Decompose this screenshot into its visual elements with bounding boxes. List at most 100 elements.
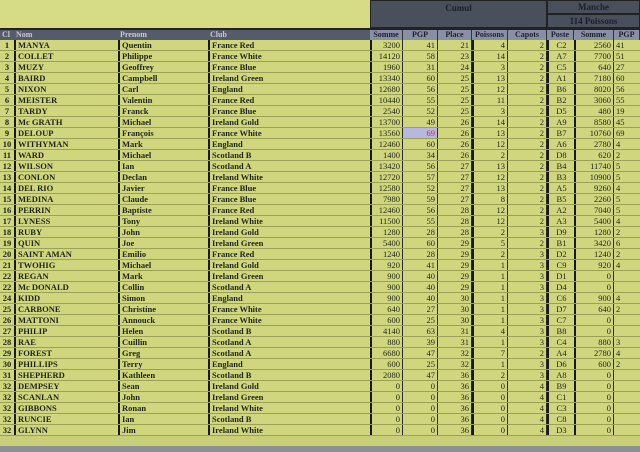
cell-cumul-poissons: 3 xyxy=(472,106,508,116)
cell-cumul-capots: 2 xyxy=(508,106,547,116)
title-area xyxy=(0,0,370,28)
cell-cumul-pgp: 47 xyxy=(403,370,438,380)
cell-rank: 4 xyxy=(4,73,10,83)
cell-nom: MUZY xyxy=(14,62,118,72)
cell-cumul-pgp: 59 xyxy=(403,194,438,204)
cell-cumul-place: 31 xyxy=(438,326,472,336)
cell-cumul-place: 24 xyxy=(438,62,472,72)
cell-cumul-capots: 4 xyxy=(508,403,547,413)
cell-cumul-capots: 2 xyxy=(508,161,547,171)
cell-rank: 15 xyxy=(2,194,12,204)
table-row: 8 Mc GRATH Michael Ireland Gold 13700 49 26 14 2… xyxy=(0,117,640,128)
cell-cumul-place: 25 xyxy=(438,106,472,116)
cell-manche-poste: C1 xyxy=(547,392,574,402)
cell-cumul-somme: 640 xyxy=(370,304,403,314)
cell-manche-pgp xyxy=(614,425,640,435)
cell-cumul-poissons: 12 xyxy=(472,205,508,215)
cell-cumul-somme: 900 xyxy=(370,293,403,303)
cell-manche-somme: 2260 xyxy=(574,194,614,204)
cell-cumul-place: 30 xyxy=(438,293,472,303)
cell-manche-somme: 620 xyxy=(574,150,614,160)
cell-rank: 7 xyxy=(4,106,10,116)
table-row: 32 RUNCIE Ian Scotland B 0 0 36 0 4 C8 0 xyxy=(0,414,640,425)
cell-manche-poste: B8 xyxy=(547,326,574,336)
cell-prenom: Claude xyxy=(118,194,208,204)
cell-manche-poste: D6 xyxy=(547,359,574,369)
cell-manche-somme: 3060 xyxy=(574,95,614,105)
cell-manche-pgp: 4 xyxy=(616,216,621,226)
cell-cumul-capots: 2 xyxy=(508,95,547,105)
cell-manche-poste: A1 xyxy=(547,73,574,83)
cell-cumul-capots: 2 xyxy=(508,139,547,149)
cell-manche-somme: 5400 xyxy=(574,216,614,226)
table-row: 19 QUIN Joe Ireland Green 5400 60 29 5 2 B1 3420 6 xyxy=(0,238,640,249)
cell-manche-poste: D9 xyxy=(547,227,574,237)
table-row: 32 SCANLAN John Ireland Green 0 0 36 0 4 C1 0 xyxy=(0,392,640,403)
column-header-nom: Nom xyxy=(16,30,33,39)
cell-cumul-poissons: 0 xyxy=(472,403,508,413)
cell-nom: RUNCIE xyxy=(14,414,118,424)
cell-manche-somme: 0 xyxy=(574,392,614,402)
cell-cumul-poissons: 4 xyxy=(472,326,508,336)
cell-rank: 25 xyxy=(2,304,12,314)
table-row: 11 WARD Michael Scotland B 1400 34 26 2 2 D8 620 2 xyxy=(0,150,640,161)
cell-manche-pgp: 5 xyxy=(616,205,621,215)
cell-cumul-place: 26 xyxy=(438,139,472,149)
table-row: 22 Mc DONALD Collin Scotland A 900 40 29 1 3 D4 0 xyxy=(0,282,640,293)
cell-cumul-somme: 4140 xyxy=(370,326,403,336)
cell-cumul-capots: 2 xyxy=(508,51,547,61)
group-header-cumul: Cumul xyxy=(370,0,547,28)
cell-cumul-somme: 900 xyxy=(370,271,403,281)
cell-manche-pgp xyxy=(614,403,640,413)
cell-cumul-pgp: 27 xyxy=(403,304,438,314)
cell-cumul-somme: 6680 xyxy=(370,348,403,358)
cell-cumul-poissons: 1 xyxy=(472,293,508,303)
cell-cumul-poissons: 7 xyxy=(472,348,508,358)
cell-manche-somme: 600 xyxy=(574,359,614,369)
cell-manche-somme: 0 xyxy=(574,315,614,325)
cell-manche-somme: 7700 xyxy=(574,51,614,61)
cell-prenom: Javier xyxy=(118,183,208,193)
table-row: 27 PHILIP Helen Scotland B 4140 63 31 4 3 B8 0 xyxy=(0,326,640,337)
cell-prenom: Sean xyxy=(118,381,208,391)
table-row: 32 DEMPSEY Sean Ireland Gold 0 0 36 0 4 B9 0 xyxy=(0,381,640,392)
cell-nom: QUIN xyxy=(14,238,118,248)
cell-cumul-capots: 4 xyxy=(508,381,547,391)
cell-rank: 6 xyxy=(4,95,10,105)
cell-manche-poste: D4 xyxy=(547,282,574,292)
cell-cumul-capots: 3 xyxy=(508,282,547,292)
cell-manche-poste: A6 xyxy=(547,139,574,149)
cell-club: France White xyxy=(208,51,370,61)
cell-manche-somme: 1280 xyxy=(574,227,614,237)
table-row: 32 GLYNN Jim Ireland White 0 0 36 0 4 D3 0 xyxy=(0,425,640,436)
cell-cumul-capots: 2 xyxy=(508,128,547,138)
cell-cumul-somme: 11500 xyxy=(370,216,403,226)
cell-cumul-place: 28 xyxy=(438,205,472,215)
cell-cumul-pgp: 40 xyxy=(403,271,438,281)
table-row: 22 REGAN Mark Ireland Green 900 40 29 1 3 D1 0 xyxy=(0,271,640,282)
cell-cumul-capots: 2 xyxy=(508,117,547,127)
cell-rank: 32 xyxy=(2,392,12,402)
cell-cumul-capots: 2 xyxy=(508,73,547,83)
cell-manche-poste: A4 xyxy=(547,348,574,358)
cell-cumul-pgp: 0 xyxy=(403,381,438,391)
cell-manche-pgp: 60 xyxy=(616,73,625,83)
cell-manche-pgp: 6 xyxy=(616,238,621,248)
cell-cumul-somme: 12720 xyxy=(370,172,403,182)
cell-cumul-poissons: 4 xyxy=(472,40,508,50)
cell-cumul-place: 23 xyxy=(438,51,472,61)
cell-cumul-pgp: 58 xyxy=(403,51,438,61)
cell-cumul-pgp: 56 xyxy=(403,84,438,94)
cell-cumul-poissons: 1 xyxy=(472,282,508,292)
cell-manche-somme: 7180 xyxy=(574,73,614,83)
cell-manche-poste: D5 xyxy=(547,106,574,116)
cell-club: Ireland White xyxy=(208,403,370,413)
cell-manche-poste: B9 xyxy=(547,381,574,391)
cell-cumul-place: 26 xyxy=(438,150,472,160)
cell-cumul-capots: 3 xyxy=(508,326,547,336)
cell-cumul-poissons: 11 xyxy=(472,95,508,105)
cell-manche-somme: 640 xyxy=(574,62,614,72)
cell-cumul-poissons: 1 xyxy=(472,260,508,270)
cell-cumul-somme: 10440 xyxy=(370,95,403,105)
cell-manche-poste: C5 xyxy=(547,62,574,72)
